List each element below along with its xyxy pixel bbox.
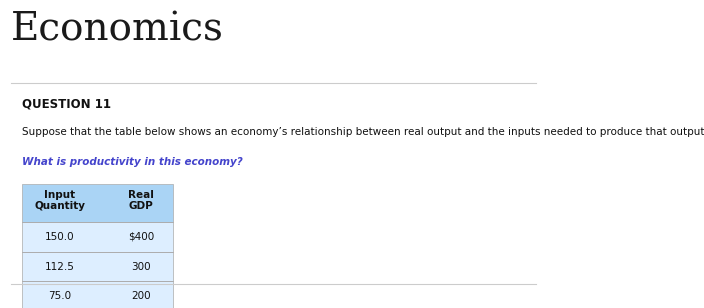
Text: 200: 200	[131, 291, 151, 301]
Text: Suppose that the table below shows an economy’s relationship between real output: Suppose that the table below shows an ec…	[22, 127, 704, 137]
Text: 150.0: 150.0	[45, 232, 75, 242]
Text: 112.5: 112.5	[44, 261, 75, 272]
FancyBboxPatch shape	[22, 222, 173, 252]
FancyBboxPatch shape	[22, 252, 173, 281]
FancyBboxPatch shape	[22, 184, 173, 222]
Text: Economics: Economics	[11, 12, 224, 49]
Text: $400: $400	[127, 232, 154, 242]
Text: 75.0: 75.0	[48, 291, 71, 301]
Text: What is productivity in this economy?: What is productivity in this economy?	[22, 157, 242, 167]
Text: QUESTION 11: QUESTION 11	[22, 98, 111, 111]
Text: 300: 300	[131, 261, 151, 272]
FancyBboxPatch shape	[22, 281, 173, 308]
Text: Input
Quantity: Input Quantity	[34, 189, 85, 211]
Text: Real
GDP: Real GDP	[128, 189, 153, 211]
